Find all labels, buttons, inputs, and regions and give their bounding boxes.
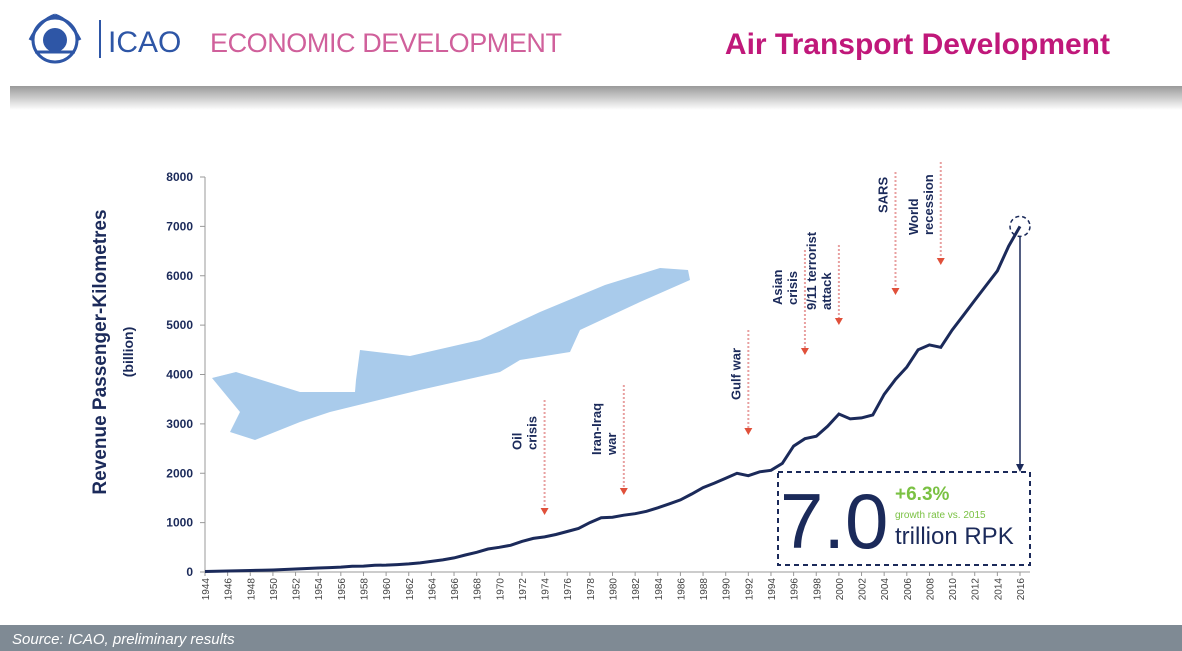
- x-tick-label: 1944: [201, 578, 212, 601]
- x-tick-label: 1960: [382, 578, 393, 601]
- slide: ICAO ECONOMIC DEVELOPMENT Air Transport …: [0, 0, 1182, 651]
- callout-value: 7.0: [780, 477, 888, 565]
- callout-growth: +6.3%: [895, 484, 950, 505]
- x-tick-label: 2012: [971, 578, 982, 601]
- x-tick-label: 1986: [676, 578, 687, 601]
- section-name: ECONOMIC DEVELOPMENT: [210, 28, 562, 58]
- x-tick-label: 1956: [337, 578, 348, 601]
- x-tick-label: 2008: [925, 578, 936, 601]
- y-tick-label: 2000: [166, 466, 193, 480]
- x-tick-label: 1976: [563, 578, 574, 601]
- x-tick-label: 1978: [586, 578, 597, 601]
- event-label: crisis: [785, 271, 800, 305]
- event-label: Asian: [770, 270, 785, 305]
- org-name: ICAO: [108, 26, 181, 59]
- x-tick-label: 1966: [450, 578, 461, 601]
- x-tick-label: 1968: [473, 578, 484, 601]
- event-label: crisis: [525, 416, 540, 450]
- x-tick-label: 1948: [246, 578, 257, 601]
- x-tick-label: 1954: [314, 578, 325, 601]
- y-axis-title: Revenue Passenger-Kilometres: [90, 209, 111, 494]
- event-label: Gulf war: [728, 348, 743, 400]
- x-tick-label: 1974: [541, 578, 552, 601]
- page: ICAO ECONOMIC DEVELOPMENT Air Transport …: [0, 0, 1182, 651]
- x-tick-label: 1992: [744, 578, 755, 601]
- y-tick-label: 3000: [166, 417, 193, 431]
- x-tick-label: 2014: [993, 578, 1004, 601]
- x-tick-label: 2000: [835, 578, 846, 601]
- x-tick-label: 2004: [880, 578, 891, 601]
- x-tick-label: 1980: [609, 578, 620, 601]
- y-tick-label: 0: [186, 565, 193, 579]
- x-tick-label: 1982: [631, 578, 642, 601]
- x-tick-label: 1972: [518, 578, 529, 601]
- x-tick-label: 1988: [699, 578, 710, 601]
- y-tick-label: 7000: [166, 219, 193, 233]
- x-tick-label: 1958: [359, 578, 370, 601]
- y-tick-label: 8000: [166, 170, 193, 184]
- event-label: Iran-Iraq: [589, 403, 604, 455]
- y-tick-label: 4000: [166, 368, 193, 382]
- event-label: World: [906, 198, 921, 235]
- event-label: 9/11 terrorist: [804, 231, 819, 310]
- x-tick-label: 2016: [1016, 578, 1027, 601]
- event-label: SARS: [875, 177, 890, 213]
- x-tick-label: 1962: [405, 578, 416, 601]
- event-label: recession: [921, 174, 936, 235]
- x-tick-label: 1994: [767, 578, 778, 601]
- x-tick-label: 1984: [654, 578, 665, 601]
- header-band: [10, 86, 1182, 110]
- callout-growth-note: growth rate vs. 2015: [895, 510, 986, 521]
- x-tick-label: 2006: [903, 578, 914, 601]
- slide-title: Air Transport Development: [725, 28, 1110, 61]
- x-tick-label: 2010: [948, 578, 959, 601]
- event-label: war: [604, 433, 619, 456]
- x-tick-label: 1946: [224, 578, 235, 601]
- x-tick-label: 1998: [812, 578, 823, 601]
- x-tick-label: 1970: [495, 578, 506, 601]
- source-note: Source: ICAO, preliminary results: [12, 631, 235, 648]
- event-label: Oil: [510, 433, 525, 450]
- x-tick-label: 1996: [790, 578, 801, 601]
- y-tick-label: 1000: [166, 516, 193, 530]
- x-tick-label: 1964: [427, 578, 438, 601]
- event-label: attack: [819, 272, 834, 310]
- x-tick-label: 1952: [292, 578, 303, 601]
- y-tick-label: 6000: [166, 269, 193, 283]
- y-axis-unit: (billion): [120, 327, 136, 378]
- x-tick-label: 1990: [722, 578, 733, 601]
- x-tick-label: 1950: [269, 578, 280, 601]
- callout-unit: trillion RPK: [895, 523, 1014, 550]
- y-tick-label: 5000: [166, 318, 193, 332]
- x-tick-label: 2002: [858, 578, 869, 601]
